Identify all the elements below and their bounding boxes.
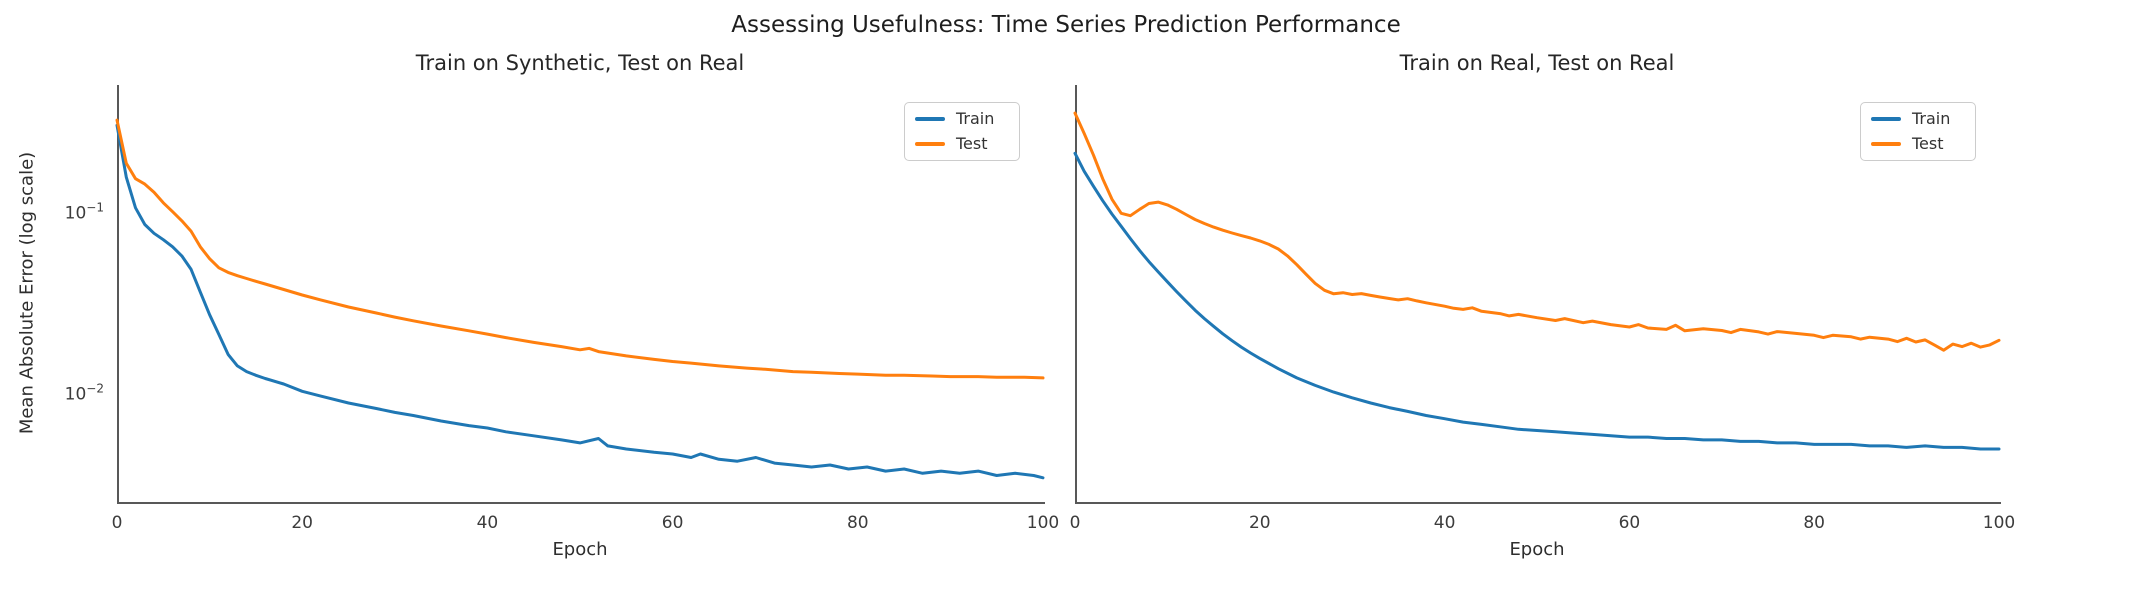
legend-label: Train	[956, 109, 995, 128]
subplot-left: Train on Synthetic, Test on Real 0 20 40 60…	[112, 51, 1060, 560]
subplot-right-axes	[1075, 85, 2001, 504]
subplot-left-x-axis-label: Epoch	[552, 539, 608, 560]
x-tick-label: 60	[661, 513, 684, 533]
subplot-right-x-axis-label: Epoch	[1509, 539, 1565, 560]
line-train	[115, 123, 1045, 480]
subplot-left-lines	[115, 118, 1045, 480]
line-train	[1073, 151, 2001, 451]
x-tick-label: 20	[291, 513, 314, 533]
figure-title: Assessing Usefulness: Time Series Predic…	[731, 12, 1401, 38]
x-tick-label: 20	[1248, 513, 1271, 533]
x-tick-label: 40	[1433, 513, 1456, 533]
subplot-left-axes	[117, 85, 1045, 504]
y-tick-label: 10−2	[64, 381, 104, 405]
x-tick-label: 60	[1618, 513, 1641, 533]
x-tick-label: 80	[846, 513, 869, 533]
subplot-right: Train on Real, Test on Real 0 20 40 60 80 100…	[1070, 51, 2016, 560]
y-tick-label: 10−1	[64, 200, 104, 224]
legend-item: Test	[1871, 136, 1965, 152]
x-tick-label: 100	[1026, 513, 1060, 533]
legend-item: Train	[1871, 111, 1965, 127]
line-test	[115, 118, 1045, 380]
subplot-right-title: Train on Real, Test on Real	[1399, 51, 1675, 75]
legend-item: Train	[915, 111, 1009, 127]
legend-item: Test	[915, 136, 1009, 152]
legend-line-swatch	[1871, 142, 1901, 146]
x-tick-label: 40	[476, 513, 499, 533]
legend-label: Test	[956, 134, 988, 153]
subplot-left-legend: Train Test	[904, 102, 1020, 161]
legend-label: Train	[1912, 109, 1951, 128]
legend-line-swatch	[1871, 117, 1901, 121]
x-tick-label: 0	[1069, 513, 1081, 533]
x-tick-label: 100	[1982, 513, 2016, 533]
legend-label: Test	[1912, 134, 1944, 153]
legend-line-swatch	[915, 142, 945, 146]
x-tick-label: 0	[111, 513, 123, 533]
legend-line-swatch	[915, 117, 945, 121]
subplot-right-legend: Train Test	[1860, 102, 1976, 161]
x-tick-label: 80	[1803, 513, 1826, 533]
y-axis-label: Mean Absolute Error (log scale)	[16, 151, 38, 435]
line-test	[1073, 111, 2001, 352]
subplot-left-title: Train on Synthetic, Test on Real	[415, 51, 745, 75]
subplot-right-lines	[1073, 111, 2001, 451]
